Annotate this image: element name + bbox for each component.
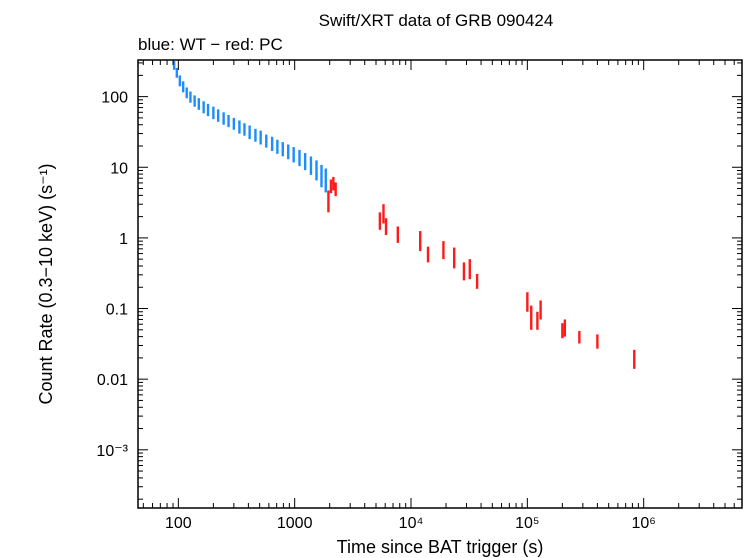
y-axis-label: Count Rate (0.3−10 keV) (s⁻¹) — [36, 163, 56, 404]
axes: 100 1000 10⁴ 10⁵ 10⁶ 100 10 1 0.1 0.01 10⁻³ — [96, 60, 743, 532]
chart-title: Swift/XRT data of GRB 090424 — [319, 11, 554, 30]
x-axis-label: Time since BAT trigger (s) — [337, 537, 544, 557]
x-tick-label: 10⁵ — [515, 515, 539, 532]
chart-subtitle: blue: WT − red: PC — [138, 35, 283, 54]
y-tick-label: 1 — [119, 231, 128, 248]
series-wt — [172, 61, 327, 193]
y-tick-label: 10 — [110, 160, 128, 177]
x-tick-label: 10⁶ — [631, 515, 655, 532]
plot-marks — [172, 61, 636, 369]
x-tick-label: 1000 — [277, 515, 313, 532]
y-tick-label: 0.01 — [97, 372, 128, 389]
plot-frame — [137, 59, 743, 509]
x-tick-label: 100 — [165, 515, 192, 532]
y-tick-label: 10⁻³ — [96, 443, 128, 460]
y-tick-label: 0.1 — [106, 302, 128, 319]
series-pc — [327, 176, 636, 369]
y-tick-label: 100 — [101, 90, 128, 107]
x-tick-label: 10⁴ — [399, 515, 424, 532]
